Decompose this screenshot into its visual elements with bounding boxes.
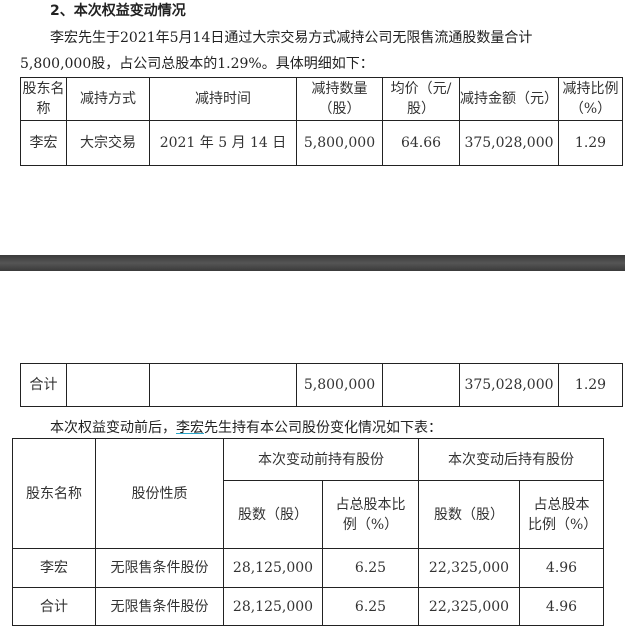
- cell: 1.29: [558, 120, 623, 166]
- holding-change-paragraph: 本次权益变动前后，李宏先生持有本公司股份变化情况如下表：: [50, 417, 442, 437]
- cell: 无限售条件股份: [95, 548, 224, 588]
- header-cell: 均价（元/股）: [382, 77, 460, 121]
- cell: 2021 年 5 月 14 日: [149, 120, 297, 166]
- header-cell: 减持时间: [149, 77, 297, 121]
- page-break-divider: [0, 255, 625, 271]
- header-cell: 股份性质: [95, 438, 224, 549]
- header-cell: 占总股本比例（%）: [322, 480, 419, 549]
- cell: 4.96: [519, 587, 604, 626]
- cell: 28,125,000: [223, 548, 323, 588]
- header-cell: 减持方式: [66, 77, 150, 121]
- cell: [149, 363, 297, 407]
- cell: 合计: [20, 363, 67, 407]
- holding-table: 股东名称 股份性质 本次变动前持有股份 本次变动后持有股份 股数（股） 占总股本…: [12, 438, 604, 626]
- table-header-row: 股东名称 股份性质 本次变动前持有股份 本次变动后持有股份: [12, 438, 604, 549]
- intro-line-1: 李宏先生于2021年5月14日通过大宗交易方式减持公司无限售流通股数量合计: [50, 30, 533, 46]
- cell: 李宏: [20, 120, 67, 166]
- cell: [382, 363, 460, 407]
- cell: 375,028,000: [459, 120, 559, 166]
- header-cell: 本次变动前持有股份: [223, 438, 419, 481]
- header-cell: 本次变动后持有股份: [418, 438, 604, 481]
- total-row: 合计 5,800,000 375,028,000 1.29: [20, 363, 623, 407]
- reduction-table: 股东名称 减持方式 减持时间 减持数量（股） 均价（元/股） 减持金额（元） 减…: [20, 77, 623, 166]
- header-cell: 股东名称: [12, 438, 96, 549]
- table-row: 合计 无限售条件股份 28,125,000 6.25 22,325,000 4.…: [12, 587, 604, 626]
- holder-name: 李宏: [176, 420, 204, 436]
- cell: 李宏: [12, 548, 96, 588]
- cell: 5,800,000: [296, 363, 383, 407]
- text: 本次权益变动前后，: [50, 420, 176, 436]
- cell: 64.66: [382, 120, 460, 166]
- cell: 大宗交易: [66, 120, 150, 166]
- cell: 无限售条件股份: [95, 587, 224, 626]
- header-cell: 减持金额（元）: [459, 77, 559, 121]
- cell: 1.29: [558, 363, 623, 407]
- cell: 375,028,000: [459, 363, 559, 407]
- cell: 22,325,000: [418, 587, 520, 626]
- cell: 28,125,000: [223, 587, 323, 626]
- cell: [66, 363, 150, 407]
- header-cell: 占总股本比例（%）: [519, 480, 604, 549]
- table-row: 李宏 大宗交易 2021 年 5 月 14 日 5,800,000 64.66 …: [20, 120, 623, 166]
- header-cell: 减持数量（股）: [296, 77, 383, 121]
- header-cell: 股数（股）: [418, 480, 520, 549]
- table-row: 李宏 无限售条件股份 28,125,000 6.25 22,325,000 4.…: [12, 548, 604, 588]
- header-cell: 减持比例（%）: [558, 77, 623, 121]
- cell: 6.25: [322, 548, 419, 588]
- cell: 6.25: [322, 587, 419, 626]
- table-subheader-row: 股数（股） 占总股本比例（%） 股数（股） 占总股本比例（%）: [13, 480, 604, 549]
- cell: 5,800,000: [296, 120, 383, 166]
- table-header-row: 股东名称 减持方式 减持时间 减持数量（股） 均价（元/股） 减持金额（元） 减…: [20, 77, 623, 121]
- cell: 22,325,000: [418, 548, 520, 588]
- cell: 合计: [12, 587, 96, 626]
- text: 先生持有本公司股份变化情况如下表：: [204, 420, 442, 436]
- reduction-table-total: 合计 5,800,000 375,028,000 1.29: [20, 363, 623, 407]
- cell: 4.96: [519, 548, 604, 588]
- header-cell: 股数（股）: [223, 480, 323, 549]
- header-cell: 股东名称: [20, 77, 67, 121]
- section-title: 2、本次权益变动情况: [50, 3, 186, 19]
- intro-line-2: 5,800,000股，占公司总股本的1.29%。具体明细如下：: [20, 56, 374, 72]
